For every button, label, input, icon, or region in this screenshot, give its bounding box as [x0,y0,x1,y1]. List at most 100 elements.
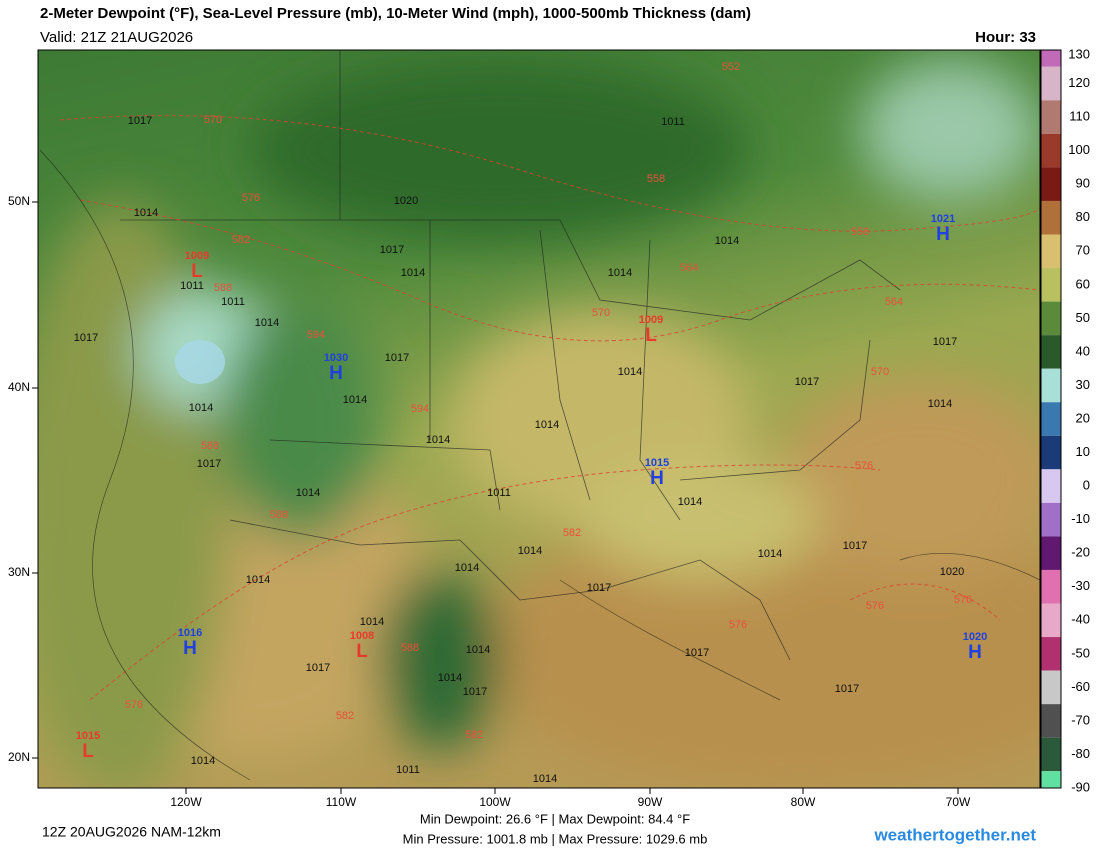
lon-label: 80W [791,795,816,809]
colorbar-label: 20 [1076,410,1090,425]
thickness-label: 570 [204,114,222,126]
colorbar-label: -30 [1071,578,1090,593]
isobar-label: 1020 [940,566,964,578]
lat-label: 40N [8,380,30,394]
colorbar-swatch [1041,368,1061,403]
colorbar-swatch [1041,66,1061,101]
colorbar-label: 130 [1068,46,1090,61]
colorbar-swatch [1041,469,1061,503]
thickness-label: 588 [201,440,219,452]
high-pressure-value: 1021 [931,213,955,225]
thickness-label: 576 [954,594,972,606]
map-frame [37,49,1041,789]
isobar-label: 1017 [795,376,819,388]
isobar-label: 1014 [618,366,642,378]
colorbar-label: 100 [1068,142,1090,157]
isobar-label: 1017 [843,540,867,552]
isobar-label: 1014 [928,398,952,410]
thickness-label: 576 [866,600,884,612]
thickness-label: 582 [336,710,354,722]
isobar-label: 1017 [128,115,152,127]
colorbar-swatch [1041,133,1061,168]
isobar-label: 1011 [487,487,511,499]
thickness-label: 570 [592,307,610,319]
isobar-label: 1017 [933,336,957,348]
isobar-label: 1011 [180,280,204,292]
colorbar-label: -70 [1071,712,1090,727]
colorbar-swatch [1041,268,1061,302]
colorbar-label: 120 [1068,75,1090,90]
isobar-label: 1014 [401,267,425,279]
thickness-label: 564 [680,262,698,274]
isobar-label: 1014 [134,207,158,219]
isobar-label: 1014 [438,672,462,684]
isobar-label: 1014 [189,402,213,414]
valid-time: Valid: 21Z 21AUG2026 [40,29,193,46]
colorbar-swatch [1041,771,1061,788]
isobar-label: 1017 [835,683,859,695]
isobar-label: 1020 [394,195,418,207]
colorbar-swatch [1041,402,1061,436]
isobar-label: 1014 [608,267,632,279]
colorbar-frame [1040,49,1062,789]
pressure-range: Min Pressure: 1001.8 mb | Max Pressure: … [403,831,708,846]
thickness-label: 588 [270,509,288,521]
colorbar-label: 10 [1076,444,1090,459]
lon-label: 110W [326,795,357,809]
colorbar-label: -20 [1071,545,1090,560]
isobar-label: 1014 [455,562,479,574]
isobar-label: 1011 [661,116,685,128]
colorbar-label: -90 [1071,779,1090,794]
high-pressure-value: 1016 [178,627,202,639]
thickness-label: 576 [242,192,260,204]
colorbar-label: 40 [1076,343,1090,358]
isobar-label: 1014 [678,496,702,508]
low-pressure-value: 1008 [350,630,374,642]
isobar-label: 1011 [221,296,245,308]
lon-label: 100W [479,795,511,809]
colorbar-swatch [1041,502,1061,537]
isobar-label: 1014 [191,755,215,767]
forecast-hour: Hour: 33 [975,29,1036,46]
thickness-label: 594 [307,329,325,341]
colorbar-label: 60 [1076,276,1090,291]
isobar-label: 1014 [255,317,279,329]
low-pressure-value: 1009 [639,314,663,326]
colorbar-label: -80 [1071,746,1090,761]
isobar-label: 1017 [74,332,98,344]
colorbar-swatch [1041,603,1061,638]
isobar-label: 1017 [197,458,221,470]
lat-label: 50N [8,194,30,208]
low-pressure-value: 1015 [76,730,100,742]
colorbar-swatch [1041,301,1061,336]
thickness-label: 594 [411,403,429,415]
colorbar-swatch [1041,167,1061,201]
colorbar-swatch [1041,200,1061,235]
colorbar-label: 110 [1069,109,1090,124]
isobar-label: 1014 [466,644,490,656]
thickness-label: 558 [647,173,665,185]
colorbar-label: -50 [1071,645,1090,660]
thickness-label: 576 [855,460,873,472]
site-credit: weathertogether.net [873,825,1036,844]
thickness-label: 564 [885,296,903,308]
colorbar-swatch [1041,335,1061,369]
isobar-label: 1014 [758,548,782,560]
isobar-label: 1011 [396,764,420,776]
thickness-label: 582 [232,234,250,246]
isobar-label: 1017 [463,686,487,698]
thickness-label: 582 [465,729,483,741]
lon-label: 90W [638,795,663,809]
isobar-label: 1014 [533,773,557,785]
isobar-label: 1014 [343,394,367,406]
high-pressure-value: 1030 [324,352,348,364]
model-run: 12Z 20AUG2026 NAM-12km [42,824,221,840]
colorbar-label: -60 [1071,679,1090,694]
isobar-label: 1014 [715,235,739,247]
colorbar-label: 0 [1083,478,1090,493]
colorbar-label: 70 [1076,243,1090,258]
colorbar-swatch [1041,737,1061,772]
high-pressure-letter: H [329,363,343,384]
lat-label: 30N [8,565,30,579]
isobar-label: 1014 [426,434,450,446]
